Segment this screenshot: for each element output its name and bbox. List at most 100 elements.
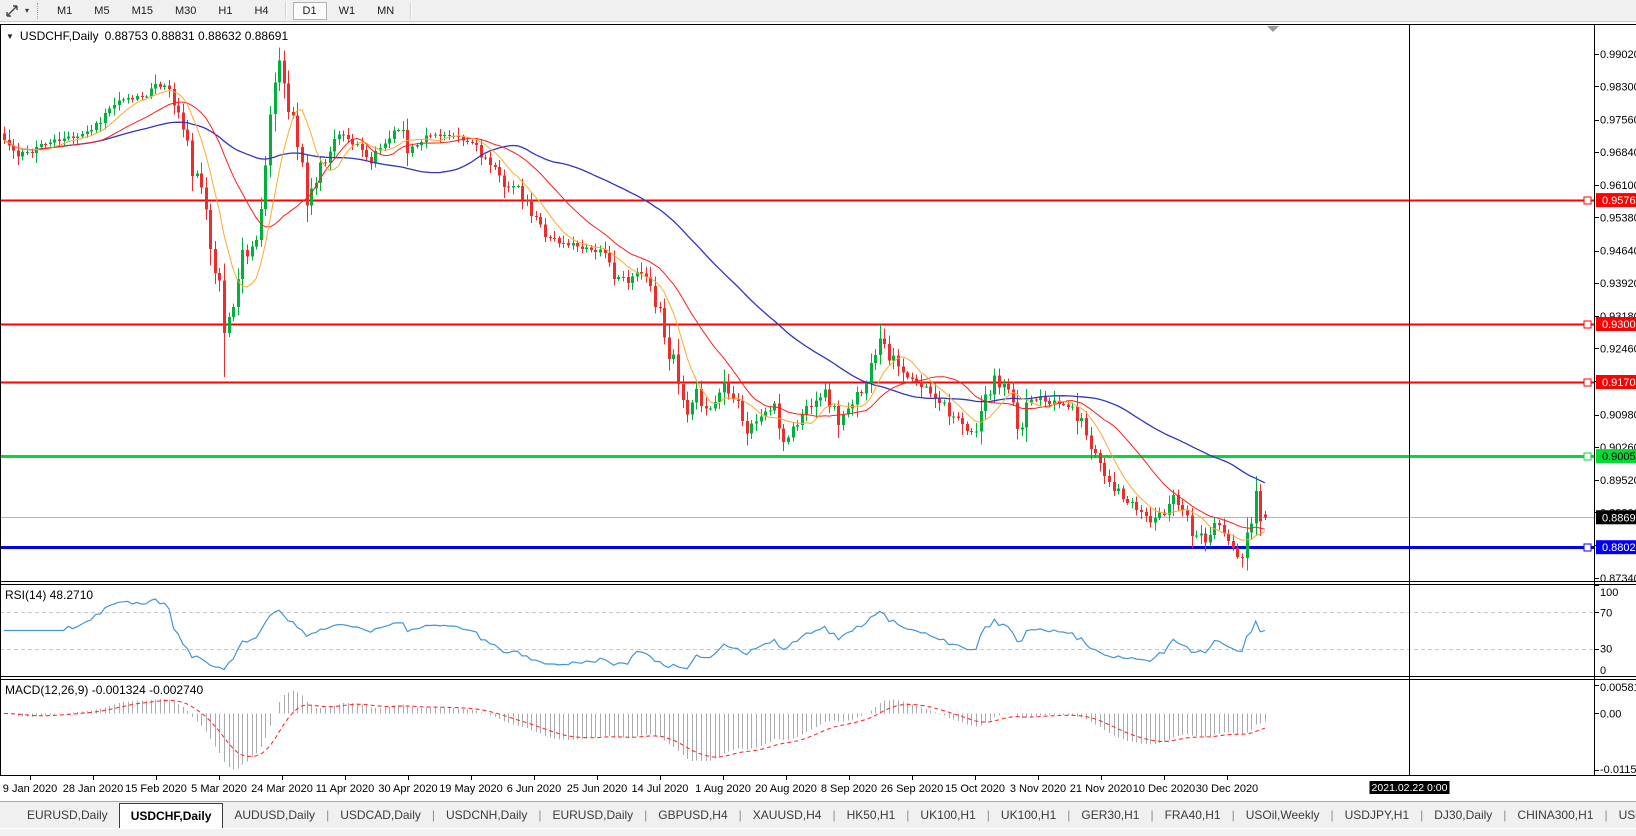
current-price-badge (1596, 510, 1636, 525)
tab-separator: | (644, 808, 648, 822)
level-price-badge (1596, 540, 1636, 555)
timeframe-button-h4[interactable]: H4 (254, 4, 269, 17)
svg-text:0.93920: 0.93920 (1600, 278, 1636, 290)
svg-text:21 Nov 2020: 21 Nov 2020 (1070, 783, 1132, 795)
tab-separator: | (906, 808, 910, 822)
chart-tab-ger30-h1[interactable]: GER30,H1 (1081, 808, 1140, 822)
toolbar: ▾ M1 M5 M15 M30 H1 H4 D1 W1 MN (0, 0, 1636, 22)
svg-text:28 Jan 2020: 28 Jan 2020 (63, 783, 124, 795)
collapse-triangle-icon[interactable]: ▼ (6, 31, 14, 41)
chart-tab-xauusd-h4[interactable]: XAUUSD,H4 (752, 808, 822, 822)
level-price-badge (1596, 375, 1636, 389)
toolbar-dropdown-arrow-icon[interactable]: ▾ (25, 6, 30, 15)
svg-text:0.95380: 0.95380 (1600, 212, 1636, 224)
chart-tab-audusd-daily[interactable]: AUDUSD,Daily (234, 808, 316, 822)
svg-text:30 Apr 2020: 30 Apr 2020 (378, 783, 437, 795)
svg-text:0.90980: 0.90980 (1600, 410, 1636, 422)
chart-shift-marker-icon[interactable] (1267, 26, 1279, 32)
level-price-badge (1596, 449, 1636, 464)
svg-text:10 Dec 2020: 10 Dec 2020 (1133, 783, 1195, 795)
svg-text:0.005818: 0.005818 (1600, 682, 1636, 694)
chart-area[interactable]: 2021.02.22 0:00 0.99020 0.98300 0.97560 0.96… (0, 22, 1636, 801)
chart-tabs-bar: EURUSD,Daily USDCHF,Daily AUDUSD,Daily | USD… (0, 801, 1636, 828)
chart-tab-fra40-h1[interactable]: FRA40,H1 (1164, 808, 1221, 822)
svg-text:0.88024: 0.88024 (1602, 542, 1636, 554)
svg-text:0.00: 0.00 (1600, 708, 1621, 720)
svg-text:0.96840: 0.96840 (1600, 147, 1636, 159)
tab-separator: | (1604, 808, 1608, 822)
chart-tab-eurusd-daily[interactable]: EURUSD,Daily (552, 808, 634, 822)
svg-text:-0.011514: -0.011514 (1600, 764, 1636, 776)
chart-canvas[interactable]: 2021.02.22 0:00 0.99020 0.98300 0.97560 0.96… (0, 22, 1636, 801)
timeframe-button-mn[interactable]: MN (377, 4, 395, 17)
timeframe-buttons: M1 M5 M15 M30 H1 H4 D1 W1 MN (46, 0, 417, 22)
chart-tab-dj30-daily[interactable]: DJ30,Daily (1434, 808, 1493, 822)
toolbar-separator (284, 2, 287, 19)
vertical-date-line[interactable]: 2021.02.22 0:00 (1369, 25, 1450, 794)
chart-tabs: EURUSD,Daily USDCHF,Daily AUDUSD,Daily | USD… (16, 802, 1636, 828)
candlestick-series (3, 47, 1267, 571)
chart-tab-china300-h1[interactable]: CHINA300,H1 (1517, 808, 1594, 822)
chart-tab-usoil-[interactable]: USOil, (1618, 808, 1636, 822)
chart-tab-uk100-h1[interactable]: UK100,H1 (1000, 808, 1057, 822)
svg-text:0.92460: 0.92460 (1600, 343, 1636, 355)
svg-text:15 Feb 2020: 15 Feb 2020 (125, 783, 187, 795)
chart-tab-usdcad-daily[interactable]: USDCAD,Daily (340, 808, 421, 822)
tab-separator: | (326, 808, 330, 822)
price-scale[interactable]: 0.99020 0.98300 0.97560 0.96840 0.96100 0.953… (1594, 49, 1636, 585)
timeframe-button-m15[interactable]: M15 (131, 4, 153, 17)
svg-text:25 Jun 2020: 25 Jun 2020 (567, 783, 628, 795)
svg-text:3 Nov 2020: 3 Nov 2020 (1010, 783, 1066, 795)
svg-text:0.97560: 0.97560 (1600, 115, 1636, 127)
chart-tab-usdchf-daily[interactable]: USDCHF,Daily (118, 803, 224, 828)
svg-text:2021.02.22 0:00: 2021.02.22 0:00 (1372, 782, 1448, 794)
svg-text:26 Sep 2020: 26 Sep 2020 (881, 783, 943, 795)
tab-separator: | (1420, 808, 1424, 822)
chart-cursor-icon[interactable] (2, 2, 22, 20)
timeframe-button-w1[interactable]: W1 (338, 4, 356, 17)
svg-text:0: 0 (1600, 665, 1606, 677)
svg-text:0.88691: 0.88691 (1602, 512, 1636, 524)
chart-tab-uk100-h1[interactable]: UK100,H1 (920, 808, 976, 822)
chart-tab-hk50-h1[interactable]: HK50,H1 (846, 808, 896, 822)
svg-text:11 Apr 2020: 11 Apr 2020 (316, 783, 375, 795)
svg-text:0.89520: 0.89520 (1600, 475, 1636, 487)
rsi-pane (0, 598, 1594, 671)
svg-text:1 Aug 2020: 1 Aug 2020 (695, 783, 751, 795)
rsi-indicator-label: RSI(14) 48.2710 (5, 588, 94, 602)
tab-separator: | (431, 808, 435, 822)
macd-pane (3, 690, 1266, 770)
timeframe-button-m30[interactable]: M30 (174, 4, 197, 17)
timeframe-button-h1[interactable]: H1 (218, 4, 233, 17)
chart-cursor-icon-glyph (6, 4, 18, 17)
svg-text:0.90055: 0.90055 (1602, 451, 1636, 463)
timeframe-button-m5[interactable]: M5 (94, 4, 110, 17)
svg-text:0.94640: 0.94640 (1600, 246, 1636, 258)
time-scale[interactable]: 9 Jan 2020 28 Jan 2020 15 Feb 2020 5 Mar 20… (3, 776, 1258, 795)
tab-separator: | (1067, 808, 1071, 822)
svg-text:24 Mar 2020: 24 Mar 2020 (251, 783, 313, 795)
chart-tab-usdcnh-daily[interactable]: USDCNH,Daily (446, 808, 528, 822)
timeframe-button-d1[interactable]: D1 (292, 1, 327, 20)
macd-indicator-label: MACD(12,26,9) -0.001324 -0.002740 (5, 683, 204, 697)
tab-separator: | (1231, 808, 1235, 822)
svg-text:0.99020: 0.99020 (1600, 49, 1636, 61)
rsi-scale[interactable]: 100 70 30 0 (1594, 585, 1618, 678)
svg-text:15 Oct 2020: 15 Oct 2020 (945, 783, 1005, 795)
level-price-badge (1596, 193, 1636, 208)
svg-text:100: 100 (1600, 587, 1618, 599)
chart-tab-gbpusd-h4[interactable]: GBPUSD,H4 (658, 808, 728, 822)
chart-tab-usoil-weekly[interactable]: USOil,Weekly (1245, 808, 1320, 822)
timeframe-button-m1[interactable]: M1 (57, 4, 73, 17)
toolbar-grip[interactable] (37, 2, 39, 19)
tab-separator: | (1150, 808, 1154, 822)
svg-text:30: 30 (1600, 644, 1612, 656)
chart-title: ▼ USDCHF,Daily 0.88753 0.88831 0.88632 0… (6, 29, 288, 43)
chart-tab-usdjpy-h1[interactable]: USDJPY,H1 (1344, 808, 1410, 822)
svg-text:0.98300: 0.98300 (1600, 81, 1636, 93)
svg-text:0.87340: 0.87340 (1600, 573, 1636, 585)
chart-tab-eurusd-daily[interactable]: EURUSD,Daily (27, 808, 108, 822)
chart-ohlc-values: 0.88753 0.88831 0.88632 0.88691 (104, 29, 289, 43)
macd-scale[interactable]: 0.005818 0.00 -0.011514 (1594, 682, 1636, 776)
